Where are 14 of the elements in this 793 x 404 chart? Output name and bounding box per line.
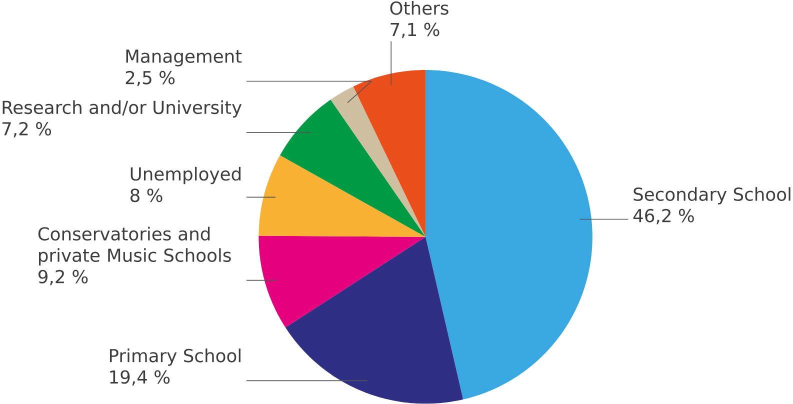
slice-label: Management [126,50,242,67]
slice-label: Conservatories and private Music Schools [38,226,231,266]
data-label: 19,4 % [110,370,170,386]
data-label: 46,2 % [633,209,694,224]
data-label: 9,2 % [38,270,88,286]
data-label: 8 % [130,188,162,202]
slice-label: Unemployed [130,166,240,184]
slice-label: Secondary School [634,187,790,205]
slice-label: Primary School [110,348,240,366]
data-label: 7,2 % [2,122,52,138]
slice-label: Research and/or University [2,100,242,118]
data-label: 2,5 % [126,71,175,86]
slice-label: Others [390,1,448,15]
data-label: 7,1 % [390,22,440,38]
